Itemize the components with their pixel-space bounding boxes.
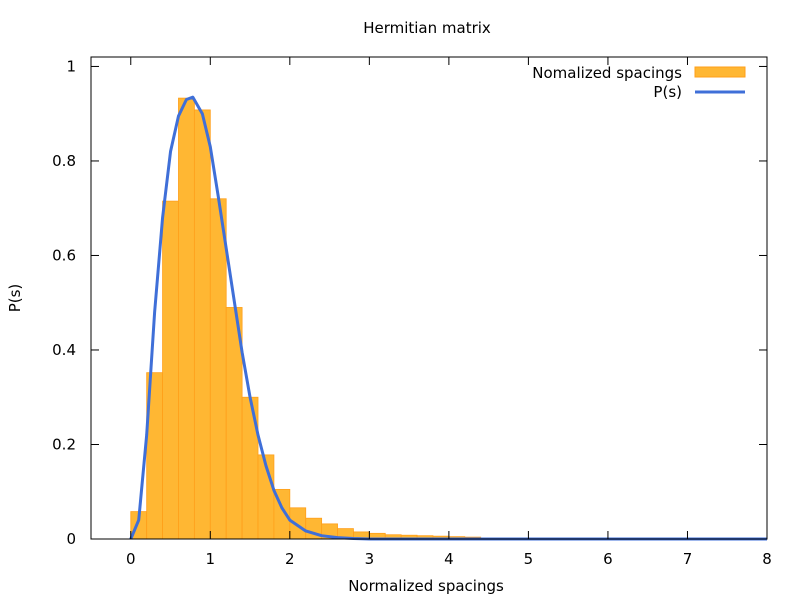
x-axis-label: Normalized spacings — [348, 577, 504, 595]
legend-swatch-histogram — [694, 66, 746, 78]
plot-frame — [90, 56, 768, 540]
legend-label-histogram: Nomalized spacings — [532, 64, 682, 82]
histogram-bar — [162, 200, 179, 540]
y-tick-label: 0.2 — [52, 435, 76, 453]
histogram-bar — [209, 198, 227, 540]
x-tick-label: 0 — [126, 550, 136, 568]
x-tick-label: 7 — [683, 550, 693, 568]
y-tick-label: 0.6 — [52, 246, 76, 264]
x-axis-ticks: 0 1 2 3 4 5 6 7 8 — [126, 57, 772, 568]
x-tick-label: 8 — [762, 550, 772, 568]
legend-label-curve: P(s) — [653, 83, 682, 101]
y-tick-label: 0.8 — [52, 152, 76, 170]
x-tick-label: 4 — [444, 550, 454, 568]
legend: Nomalized spacings P(s) — [532, 64, 746, 101]
x-tick-label: 3 — [365, 550, 375, 568]
y-tick-label: 1 — [66, 57, 76, 75]
histogram-bars — [130, 97, 482, 540]
y-axis-label: P(s) — [6, 284, 24, 313]
y-tick-label: 0 — [66, 530, 76, 548]
histogram-bar — [178, 97, 195, 540]
y-tick-label: 0.4 — [52, 341, 76, 359]
x-tick-label: 5 — [524, 550, 534, 568]
histogram-bar — [193, 109, 211, 540]
chart-title: Hermitian matrix — [363, 19, 491, 37]
x-tick-label: 6 — [603, 550, 613, 568]
y-axis-ticks: 0 0.2 0.4 0.6 0.8 1 — [52, 57, 767, 548]
x-tick-label: 2 — [285, 550, 295, 568]
x-tick-label: 1 — [206, 550, 216, 568]
